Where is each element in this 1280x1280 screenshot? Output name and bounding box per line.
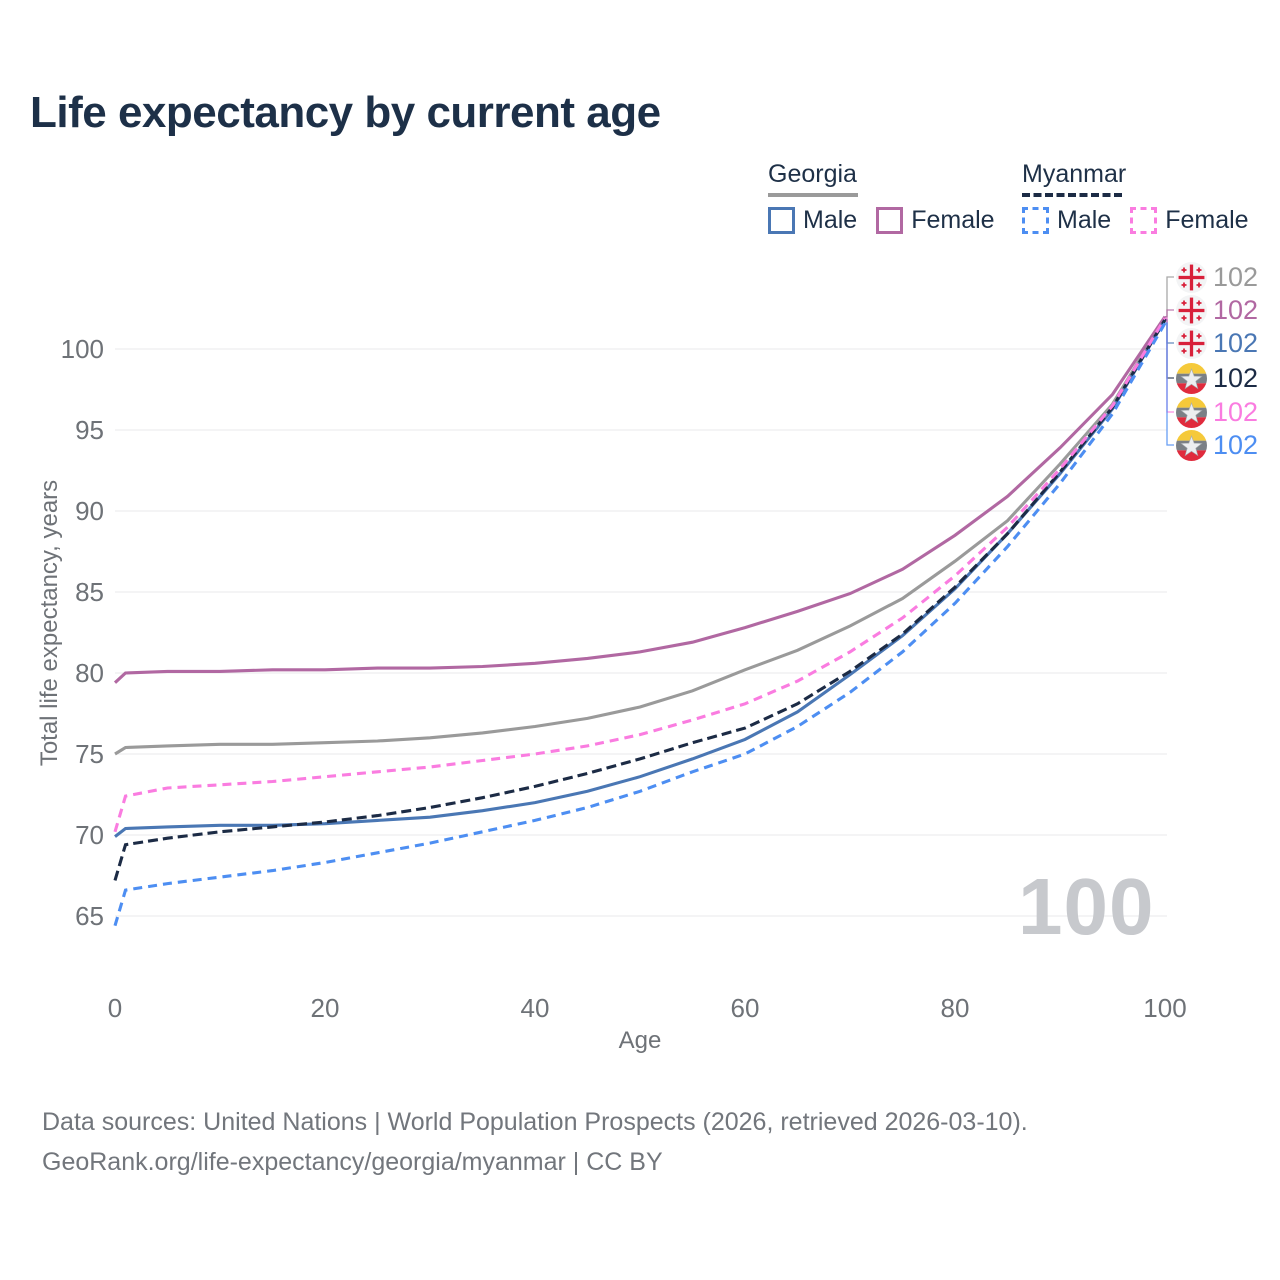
myanmar-flag xyxy=(1176,396,1207,428)
georgia-flag xyxy=(1176,294,1207,326)
legend-group-georgia: Georgia Male Female xyxy=(768,160,1014,235)
y-tick-label: 100 xyxy=(61,334,104,364)
x-tick-label: 60 xyxy=(731,993,760,1023)
georgia-flag-icon xyxy=(1176,261,1207,293)
legend-title-myanmar[interactable]: Myanmar xyxy=(1022,160,1127,188)
footer-attribution-link[interactable]: GeoRank.org/life-expectancy/georgia/myan… xyxy=(42,1148,663,1176)
series-end-label: 102 xyxy=(1176,362,1258,394)
x-tick-label: 20 xyxy=(311,993,340,1023)
y-tick-label: 80 xyxy=(75,658,104,688)
series-end-label: 102 xyxy=(1176,261,1258,293)
series-line-myanmar-male[interactable] xyxy=(113,322,1167,927)
legend-label-myanmar-female[interactable]: Female xyxy=(1165,206,1249,234)
legend-label-myanmar-male[interactable]: Male xyxy=(1057,206,1112,234)
georgia-flag-icon xyxy=(1176,327,1207,359)
series-end-label: 102 xyxy=(1176,294,1258,326)
series-end-value: 102 xyxy=(1213,363,1259,393)
footer: Data sources: United Nations | World Pop… xyxy=(42,1102,1028,1182)
leader-line xyxy=(1165,309,1174,318)
series-end-label: 102 xyxy=(1176,396,1258,428)
page-title: Life expectancy by current age xyxy=(30,88,661,137)
series-end-value: 102 xyxy=(1213,328,1259,358)
georgia-female-swatch[interactable] xyxy=(876,207,904,234)
series-end-value: 102 xyxy=(1213,262,1259,292)
age-watermark: 100 xyxy=(1018,862,1155,951)
legend-row-myanmar: Male Female xyxy=(1022,206,1268,235)
x-tick-label: 80 xyxy=(941,993,970,1023)
y-tick-label: 95 xyxy=(75,415,104,445)
myanmar-female-swatch[interactable] xyxy=(1130,207,1158,234)
myanmar-flag xyxy=(1176,362,1207,394)
x-tick-label: 0 xyxy=(108,993,122,1023)
series-end-value: 102 xyxy=(1213,295,1259,325)
myanmar-flag xyxy=(1176,429,1207,461)
series-line-georgia[interactable] xyxy=(114,317,1167,756)
myanmar-male-swatch[interactable] xyxy=(1022,207,1049,234)
series-end-label: 102 xyxy=(1176,327,1258,359)
series-end-label: 102 xyxy=(1176,429,1258,461)
x-axis-title: Age xyxy=(618,1027,662,1054)
legend-label-georgia-male[interactable]: Male xyxy=(803,206,858,234)
georgia-flag xyxy=(1176,261,1207,293)
y-axis-title: Total life expectancy, years xyxy=(36,479,63,767)
legend-row-georgia: Male Female xyxy=(768,206,1014,235)
series-line-georgia-female[interactable] xyxy=(113,315,1167,684)
y-tick-label: 65 xyxy=(75,901,104,931)
series-end-value: 102 xyxy=(1213,397,1259,427)
x-tick-label: 40 xyxy=(521,993,550,1023)
georgia-line-swatch xyxy=(768,193,858,197)
x-tick-label: 100 xyxy=(1143,993,1186,1023)
myanmar-flag-icon xyxy=(1176,429,1207,461)
leader-line xyxy=(1165,322,1174,446)
myanmar-flag-icon xyxy=(1176,396,1207,428)
footer-data-sources: Data sources: United Nations | World Pop… xyxy=(42,1108,1028,1136)
legend-title-georgia[interactable]: Georgia xyxy=(768,160,857,188)
y-tick-label: 70 xyxy=(75,820,104,850)
georgia-flag-icon xyxy=(1176,294,1207,326)
y-tick-label: 90 xyxy=(75,496,104,526)
myanmar-line-swatch xyxy=(1022,193,1122,197)
series-line-myanmar[interactable] xyxy=(113,319,1167,881)
legend-label-georgia-female[interactable]: Female xyxy=(911,206,995,234)
series-line-myanmar-female[interactable] xyxy=(113,317,1167,833)
myanmar-flag-icon xyxy=(1176,362,1207,394)
georgia-male-swatch[interactable] xyxy=(768,207,795,234)
series-end-value: 102 xyxy=(1213,430,1259,460)
y-tick-label: 85 xyxy=(75,577,104,607)
georgia-flag xyxy=(1176,327,1207,359)
y-tick-label: 75 xyxy=(75,739,104,769)
legend-group-myanmar: Myanmar Male Female xyxy=(1022,160,1268,235)
